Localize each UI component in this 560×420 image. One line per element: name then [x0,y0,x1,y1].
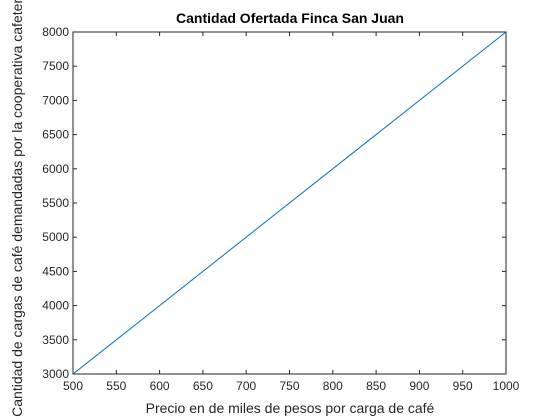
x-tick-label: 950 [453,379,473,393]
y-axis-label: Cantidad de cargas de café demandadas po… [9,0,25,417]
y-tick-label: 4500 [42,264,69,278]
series-layer [72,31,507,375]
y-tick-label: 7500 [42,59,69,73]
x-tick-label: 550 [106,379,126,393]
x-tick-label: 700 [236,379,256,393]
y-tick-label: 7000 [42,93,69,107]
x-axis-label: Precio en de miles de pesos por carga de… [146,400,435,416]
x-tick-label: 500 [63,379,83,393]
x-tick-label: 600 [150,379,170,393]
x-tick-label: 1000 [493,379,520,393]
x-tick-label: 850 [366,379,386,393]
chart-title: Cantidad Ofertada Finca San Juan [176,10,404,26]
y-tick-label: 6500 [42,128,69,142]
y-tick-label: 4000 [42,299,69,313]
y-tick-label: 5500 [42,196,69,210]
y-tick-label: 8000 [42,25,69,39]
y-tick-label: 5000 [42,230,69,244]
x-axis-ticks: 500 550 600 650 700 750 800 850 900 950 1000 [63,32,520,393]
y-tick-label: 3000 [42,367,69,381]
y-tick-label: 6000 [42,162,69,176]
series-line [72,31,507,375]
y-axis-ticks: 3000 3500 4000 4500 5000 5500 6000 6500 7000 7500… [42,25,506,381]
x-tick-label: 750 [279,379,299,393]
y-tick-label: 3500 [42,333,69,347]
x-tick-label: 650 [193,379,213,393]
x-tick-label: 800 [323,379,343,393]
x-tick-label: 900 [409,379,429,393]
